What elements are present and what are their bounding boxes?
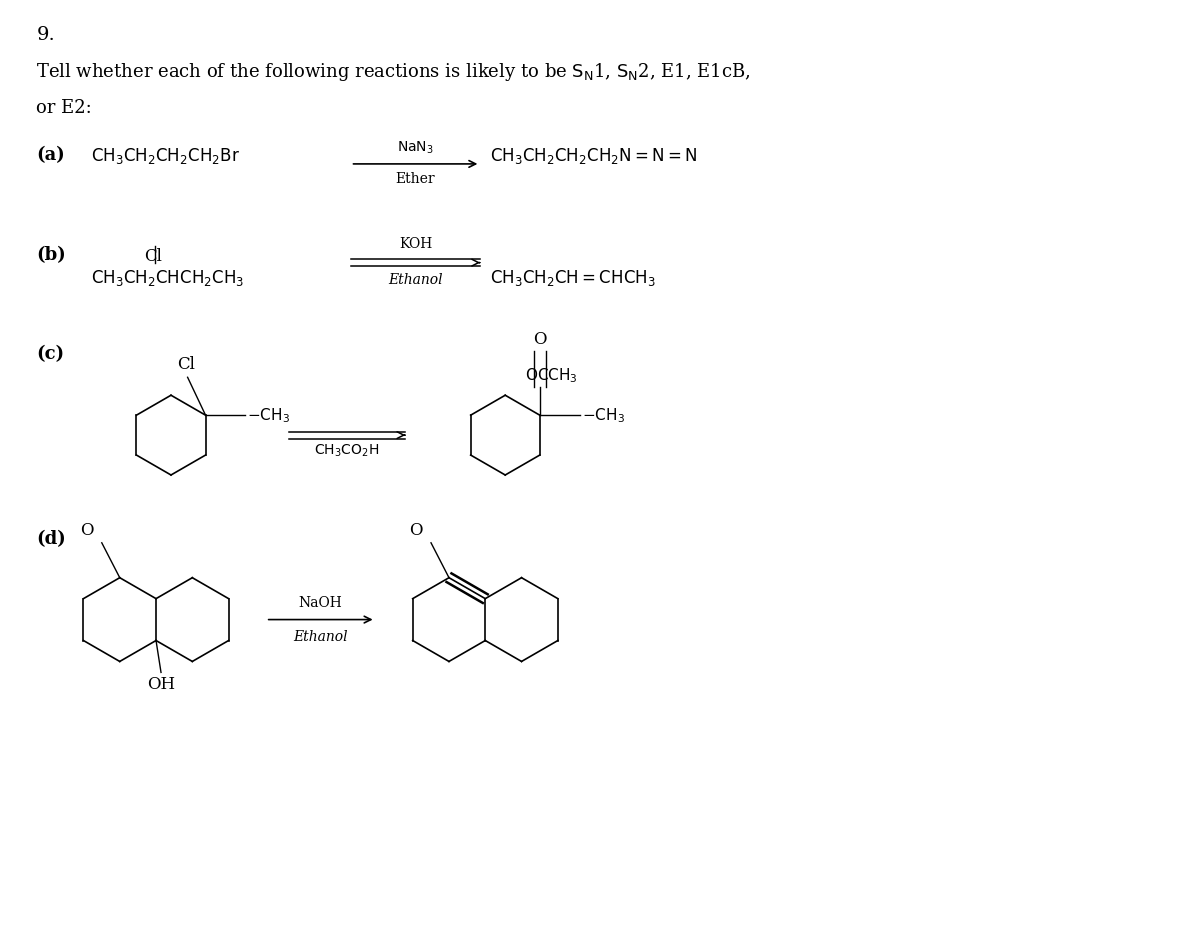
Text: $\mathrm{NaN_3}$: $\mathrm{NaN_3}$ <box>397 140 434 156</box>
Text: or E2:: or E2: <box>36 99 92 117</box>
Text: (a): (a) <box>36 146 65 164</box>
Text: Ethanol: Ethanol <box>388 273 443 287</box>
Text: OH: OH <box>146 676 175 694</box>
Text: $\mathrm{CH_3CH_2CH{=}CHCH_3}$: $\mathrm{CH_3CH_2CH{=}CHCH_3}$ <box>491 268 656 288</box>
Text: KOH: KOH <box>398 237 432 251</box>
Text: $\mathrm{CH_3CO_2H}$: $\mathrm{CH_3CO_2H}$ <box>314 443 379 460</box>
Text: Ether: Ether <box>396 172 436 186</box>
Text: NaOH: NaOH <box>299 596 342 610</box>
Text: Cl: Cl <box>144 248 162 265</box>
Text: O: O <box>533 332 546 349</box>
Text: $\mathrm{-CH_3}$: $\mathrm{-CH_3}$ <box>582 406 625 425</box>
Text: O: O <box>409 522 424 539</box>
Text: 9.: 9. <box>36 27 55 45</box>
Text: $\mathrm{-CH_3}$: $\mathrm{-CH_3}$ <box>247 406 290 425</box>
Text: $\mathrm{OCCH_3}$: $\mathrm{OCCH_3}$ <box>524 367 577 386</box>
Text: (c): (c) <box>36 346 65 364</box>
Text: $\mathrm{CH_3CH_2CH_2CH_2Br}$: $\mathrm{CH_3CH_2CH_2CH_2Br}$ <box>91 146 240 166</box>
Text: (b): (b) <box>36 246 66 264</box>
Text: $\mathrm{CH_3CH_2CH_2CH_2N{=}N{=}N}$: $\mathrm{CH_3CH_2CH_2CH_2N{=}N{=}N}$ <box>491 146 697 166</box>
Text: Cl: Cl <box>176 356 194 373</box>
Text: (d): (d) <box>36 530 66 548</box>
Text: Tell whether each of the following reactions is likely to be $\mathrm{S_N}$1, $\: Tell whether each of the following react… <box>36 61 751 84</box>
Text: Ethanol: Ethanol <box>293 630 348 643</box>
Text: $\mathrm{CH_3CH_2CHCH_2CH_3}$: $\mathrm{CH_3CH_2CHCH_2CH_3}$ <box>91 268 245 288</box>
Text: O: O <box>80 522 94 539</box>
